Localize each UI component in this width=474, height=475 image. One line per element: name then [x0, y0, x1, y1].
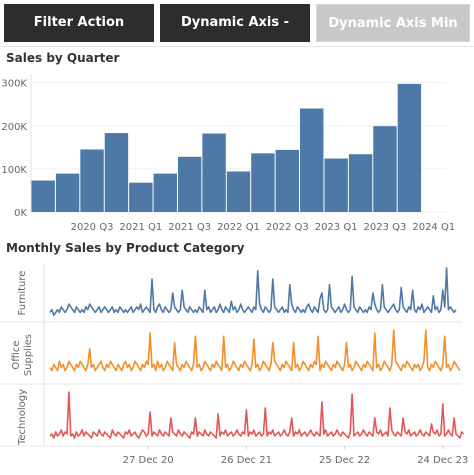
chart-title-monthly-sales: Monthly Sales by Product Category	[6, 241, 245, 255]
series-line-technology[interactable]	[49, 391, 465, 439]
tab-dynamic-axis-min[interactable]: Dynamic Axis Min	[316, 4, 470, 42]
bar-2021-q4[interactable]	[202, 133, 226, 212]
bar-2020-q1[interactable]	[31, 180, 55, 212]
x-tick-label: 26 Dec 21	[221, 455, 272, 466]
x-tick-label: 2024 Q1	[412, 222, 455, 233]
series-line-furniture[interactable]	[49, 267, 457, 316]
tab-bar: Filter Action Dynamic Axis - Range Dynam…	[0, 0, 474, 68]
row-label-office-supplies: Supplies	[23, 334, 34, 376]
bar-2020-q2[interactable]	[55, 173, 80, 212]
bar-2022-q4[interactable]	[300, 108, 324, 213]
bar-2022-q1[interactable]	[226, 171, 251, 212]
bar-2022-q3[interactable]	[275, 149, 300, 212]
y-tick-label: 100K	[1, 165, 27, 176]
x-tick-label: 2021 Q3	[168, 222, 211, 233]
row-label-furniture: Furniture	[17, 271, 28, 316]
y-tick-label: 200K	[1, 122, 27, 133]
x-tick-label: 2022 Q3	[266, 222, 309, 233]
separator	[0, 46, 474, 47]
x-tick-label: 2020 Q3	[71, 222, 114, 233]
x-tick-label: 2023 Q3	[364, 222, 407, 233]
y-tick-label: 300K	[1, 79, 27, 90]
bar-2023-q2[interactable]	[348, 154, 373, 212]
x-tick-label: 2022 Q1	[217, 222, 260, 233]
x-tick-label: 25 Dec 22	[319, 455, 370, 466]
bar-2020-q4[interactable]	[104, 133, 129, 212]
row-label-office-supplies: Office	[11, 340, 22, 369]
series-line-office-supplies[interactable]	[49, 329, 461, 372]
bar-2021-q2[interactable]	[153, 173, 177, 212]
y-tick-label: 0K	[14, 208, 27, 219]
tab-dynamic-axis-range[interactable]: Dynamic Axis - Range	[160, 4, 310, 68]
bar-2021-q1[interactable]	[129, 182, 153, 212]
bar-2020-q3[interactable]	[80, 149, 104, 212]
bar-2021-q3[interactable]	[177, 156, 202, 212]
tab-filter-action[interactable]: Filter Action	[4, 4, 154, 42]
x-tick-label: 2021 Q1	[119, 222, 162, 233]
chart-title-sales-by-quarter: Sales by Quarter	[6, 51, 120, 65]
bar-2023-q3[interactable]	[373, 126, 397, 212]
x-tick-label: 2023 Q1	[315, 222, 358, 233]
bar-2023-q1[interactable]	[324, 158, 348, 212]
bar-2022-q2[interactable]	[251, 153, 275, 212]
bar-2023-q4[interactable]	[397, 83, 422, 212]
row-label-technology: Technology	[17, 389, 28, 446]
x-tick-label: 24 Dec 23	[417, 455, 468, 466]
bar-chart-sales-by-quarter: 0K 100K 200K 300K 2020 Q3 2021 Q1 2021 Q3 2022 …	[1, 74, 455, 233]
x-tick-label: 27 Dec 20	[123, 455, 174, 466]
line-chart-monthly-sales: Furniture Office Supplies Technology 27 Dec …	[0, 264, 468, 466]
